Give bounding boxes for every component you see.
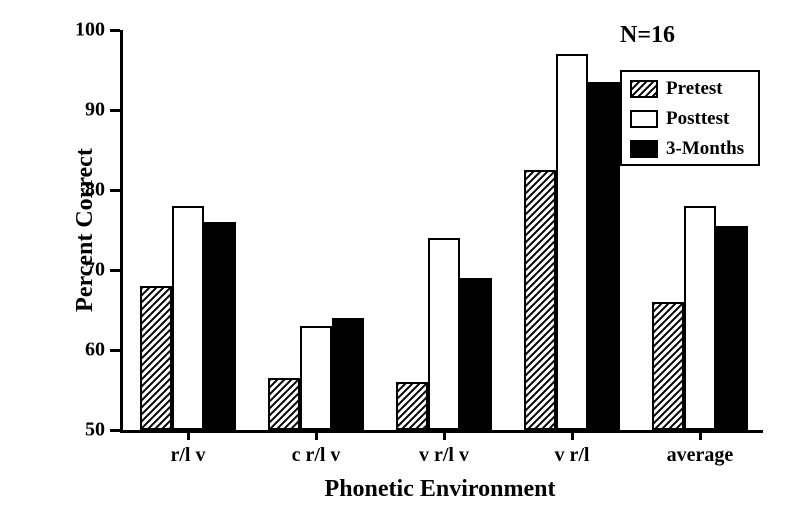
bar-posttest: [556, 54, 588, 430]
bar-three_months: [332, 318, 364, 430]
y-tick: [110, 29, 120, 32]
x-tick-label: average: [667, 444, 734, 467]
legend-swatch-pretest: [630, 80, 658, 98]
y-tick: [110, 269, 120, 272]
legend-label-posttest: Posttest: [666, 108, 729, 130]
bar-three_months: [204, 222, 236, 430]
bar-pretest: [524, 170, 556, 430]
legend-label-three_months: 3-Months: [666, 138, 744, 160]
legend-swatch-three_months: [630, 140, 658, 158]
bar-posttest: [428, 238, 460, 430]
bar-pretest: [268, 378, 300, 430]
y-tick-label: 50: [55, 419, 105, 442]
bar-three_months: [460, 278, 492, 430]
bar-posttest: [300, 326, 332, 430]
bar-pretest: [652, 302, 684, 430]
y-tick: [110, 189, 120, 192]
legend-swatch-posttest: [630, 110, 658, 128]
y-tick-label: 100: [55, 19, 105, 42]
y-tick: [110, 109, 120, 112]
x-axis: [120, 430, 763, 433]
bar-posttest: [172, 206, 204, 430]
chart-stage: N=16 Percent Correct Phonetic Environmen…: [0, 0, 800, 510]
y-axis-label: Percent Correct: [72, 148, 99, 312]
y-tick-label: 90: [55, 99, 105, 122]
bar-three_months: [716, 226, 748, 430]
y-tick-label: 80: [55, 179, 105, 202]
x-tick: [699, 430, 702, 440]
legend-label-pretest: Pretest: [666, 78, 723, 100]
bar-three_months: [588, 82, 620, 430]
x-axis-label: Phonetic Environment: [325, 476, 556, 503]
bar-pretest: [396, 382, 428, 430]
x-tick-label: v r/l: [555, 444, 590, 467]
y-tick-label: 60: [55, 339, 105, 362]
bar-pretest: [140, 286, 172, 430]
y-tick: [110, 349, 120, 352]
y-tick: [110, 429, 120, 432]
x-tick: [315, 430, 318, 440]
sample-size-annotation: N=16: [620, 22, 675, 49]
y-tick-label: 70: [55, 259, 105, 282]
bar-posttest: [684, 206, 716, 430]
x-tick: [571, 430, 574, 440]
x-tick-label: v r/l v: [419, 444, 469, 467]
x-tick-label: r/l v: [171, 444, 206, 467]
y-axis: [120, 30, 123, 433]
x-tick-label: c r/l v: [292, 444, 341, 467]
x-tick: [443, 430, 446, 440]
x-tick: [187, 430, 190, 440]
